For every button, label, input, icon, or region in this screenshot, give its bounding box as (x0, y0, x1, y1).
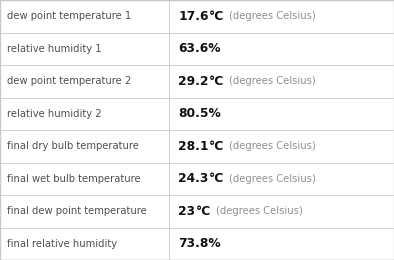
Text: (degrees Celsius): (degrees Celsius) (229, 174, 316, 184)
Text: 24.3: 24.3 (178, 172, 209, 185)
Text: final relative humidity: final relative humidity (7, 239, 117, 249)
Text: relative humidity 2: relative humidity 2 (7, 109, 102, 119)
Text: final dew point temperature: final dew point temperature (7, 206, 147, 216)
Text: (degrees Celsius): (degrees Celsius) (229, 141, 316, 151)
Text: (degrees Celsius): (degrees Celsius) (216, 206, 302, 216)
Text: dew point temperature 2: dew point temperature 2 (7, 76, 131, 86)
Text: °C: °C (209, 172, 224, 185)
Text: (degrees Celsius): (degrees Celsius) (229, 76, 316, 86)
Text: dew point temperature 1: dew point temperature 1 (7, 11, 131, 21)
Text: 17.6: 17.6 (178, 10, 209, 23)
Text: 23: 23 (178, 205, 195, 218)
Text: (degrees Celsius): (degrees Celsius) (229, 11, 316, 21)
Text: 29.2: 29.2 (178, 75, 209, 88)
Text: °C: °C (209, 140, 224, 153)
Text: 28.1: 28.1 (178, 140, 209, 153)
Text: 63.6%: 63.6% (178, 42, 221, 55)
Text: °C: °C (209, 75, 224, 88)
Text: 80.5%: 80.5% (178, 107, 221, 120)
Text: final dry bulb temperature: final dry bulb temperature (7, 141, 139, 151)
Text: °C: °C (209, 10, 224, 23)
Text: 73.8%: 73.8% (178, 237, 221, 250)
Text: °C: °C (195, 205, 211, 218)
Text: relative humidity 1: relative humidity 1 (7, 44, 102, 54)
Text: final wet bulb temperature: final wet bulb temperature (7, 174, 141, 184)
